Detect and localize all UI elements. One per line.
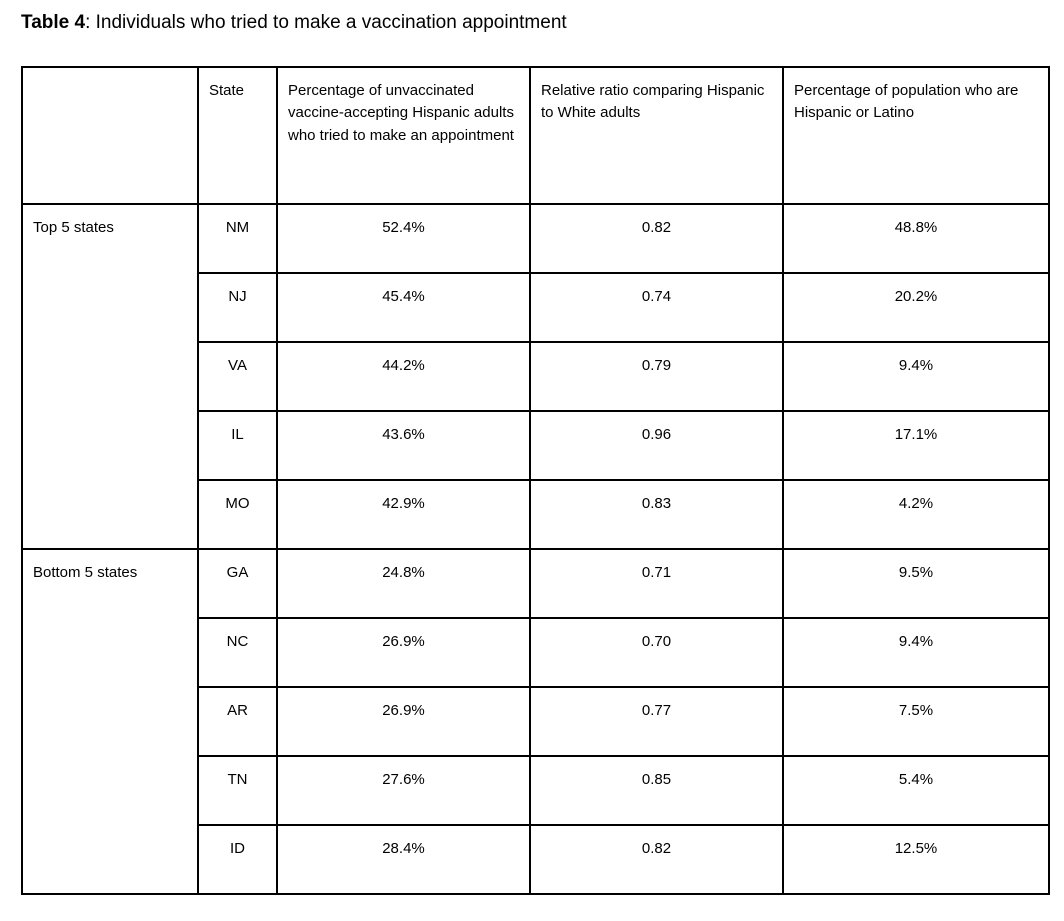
state-cell: MO [197,478,278,550]
ratio-cell: 0.82 [529,202,784,274]
column-header-pct-tried: Percentage of unvaccinated vaccine-accep… [276,65,531,205]
state-cell: TN [197,754,278,826]
pct-tried-cell: 26.9% [276,685,531,757]
pct-tried-cell: 24.8% [276,547,531,619]
table-caption-label: Table 4 [21,12,86,33]
ratio-cell: 0.85 [529,754,784,826]
state-cell: IL [197,409,278,481]
table-row: Top 5 states NM 52.4% 0.82 48.8% [21,202,1050,550]
state-cell: NM [197,202,278,274]
table-row: NC 26.9% 0.70 9.4% [22,616,1050,688]
pct-population-cell: 4.2% [782,478,1050,550]
pct-tried-cell: 45.4% [276,271,531,343]
group-label-bottom5: Bottom 5 states [21,547,199,895]
table-row: TN 27.6% 0.85 5.4% [22,754,1050,826]
ratio-cell: 0.71 [529,547,784,619]
pct-tried-cell: 26.9% [276,616,531,688]
table-row: Bottom 5 states GA 24.8% 0.71 9.5% [21,547,1050,895]
state-cell: NJ [197,271,278,343]
column-header-empty [21,65,199,205]
pct-tried-cell: 44.2% [276,340,531,412]
pct-population-cell: 20.2% [782,271,1050,343]
column-header-state: State [197,65,278,205]
ratio-cell: 0.79 [529,340,784,412]
vaccination-appointment-table: State Percentage of unvaccinated vaccine… [21,65,1050,895]
ratio-cell: 0.77 [529,685,784,757]
ratio-cell: 0.82 [529,823,784,895]
ratio-cell: 0.74 [529,271,784,343]
pct-population-cell: 5.4% [782,754,1050,826]
column-header-relative-ratio: Relative ratio comparing Hispanic to Whi… [529,65,784,205]
pct-population-cell: 9.5% [782,547,1050,619]
table-row: MO 42.9% 0.83 4.2% [22,478,1050,550]
pct-tried-cell: 43.6% [276,409,531,481]
state-cell: ID [197,823,278,895]
table-caption: Table 4: Individuals who tried to make a… [21,12,1048,35]
pct-tried-cell: 42.9% [276,478,531,550]
state-cell: AR [197,685,278,757]
pct-population-cell: 9.4% [782,340,1050,412]
table-row: AR 26.9% 0.77 7.5% [22,685,1050,757]
column-header-pct-population: Percentage of population who are Hispani… [782,65,1050,205]
pct-tried-cell: 52.4% [276,202,531,274]
pct-population-cell: 9.4% [782,616,1050,688]
ratio-cell: 0.96 [529,409,784,481]
pct-tried-cell: 27.6% [276,754,531,826]
page: Table 4: Individuals who tried to make a… [21,12,1050,895]
ratio-cell: 0.83 [529,478,784,550]
state-cell: VA [197,340,278,412]
table-row: NJ 45.4% 0.74 20.2% [22,271,1050,343]
state-cell: NC [197,616,278,688]
table-row: VA 44.2% 0.79 9.4% [22,340,1050,412]
state-cell: GA [197,547,278,619]
table-caption-text: : Individuals who tried to make a vaccin… [85,12,567,33]
group-label-top5: Top 5 states [21,202,199,550]
pct-population-cell: 12.5% [782,823,1050,895]
pct-tried-cell: 28.4% [276,823,531,895]
pct-population-cell: 17.1% [782,409,1050,481]
pct-population-cell: 48.8% [782,202,1050,274]
pct-population-cell: 7.5% [782,685,1050,757]
table-row: IL 43.6% 0.96 17.1% [22,409,1050,481]
table-row: ID 28.4% 0.82 12.5% [22,823,1050,895]
header-row: State Percentage of unvaccinated vaccine… [21,65,1050,205]
ratio-cell: 0.70 [529,616,784,688]
